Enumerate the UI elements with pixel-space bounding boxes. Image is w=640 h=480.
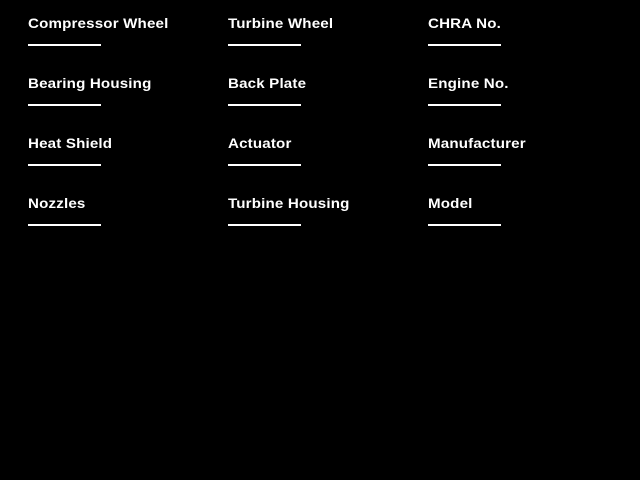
field-label: Heat Shield — [28, 136, 113, 151]
field-label: Model — [428, 196, 473, 211]
field-label: Compressor Wheel — [28, 16, 169, 31]
field-underline[interactable] — [228, 104, 301, 106]
form-field-compressor-wheel[interactable]: Compressor Wheel — [28, 17, 208, 46]
field-underline[interactable] — [28, 224, 101, 226]
field-underline[interactable] — [228, 44, 301, 46]
field-label: Turbine Housing — [228, 196, 350, 211]
field-label: Manufacturer — [428, 136, 526, 151]
form-field-heat-shield[interactable]: Heat Shield — [28, 137, 208, 166]
form-field-model[interactable]: Model — [428, 197, 608, 226]
field-underline[interactable] — [428, 104, 501, 106]
field-underline[interactable] — [428, 44, 501, 46]
field-label: Actuator — [228, 136, 292, 151]
field-underline[interactable] — [228, 224, 301, 226]
form-field-nozzles[interactable]: Nozzles — [28, 197, 208, 226]
field-label: Engine No. — [428, 76, 509, 91]
form-field-turbine-wheel[interactable]: Turbine Wheel — [228, 17, 408, 46]
field-label: Bearing Housing — [28, 76, 152, 91]
form-field-turbine-housing[interactable]: Turbine Housing — [228, 197, 408, 226]
field-label: Back Plate — [228, 76, 307, 91]
form-field-engine-no[interactable]: Engine No. — [428, 77, 608, 106]
field-underline[interactable] — [28, 104, 101, 106]
form-field-manufacturer[interactable]: Manufacturer — [428, 137, 608, 166]
field-label: Turbine Wheel — [228, 16, 334, 31]
form-field-back-plate[interactable]: Back Plate — [228, 77, 408, 106]
field-underline[interactable] — [428, 164, 501, 166]
form-field-bearing-housing[interactable]: Bearing Housing — [28, 77, 208, 106]
field-label: Nozzles — [28, 196, 86, 211]
field-underline[interactable] — [228, 164, 301, 166]
field-label: CHRA No. — [428, 16, 502, 31]
field-underline[interactable] — [428, 224, 501, 226]
form-field-chra-no[interactable]: CHRA No. — [428, 17, 608, 46]
form-field-actuator[interactable]: Actuator — [228, 137, 408, 166]
field-underline[interactable] — [28, 44, 101, 46]
field-underline[interactable] — [28, 164, 101, 166]
